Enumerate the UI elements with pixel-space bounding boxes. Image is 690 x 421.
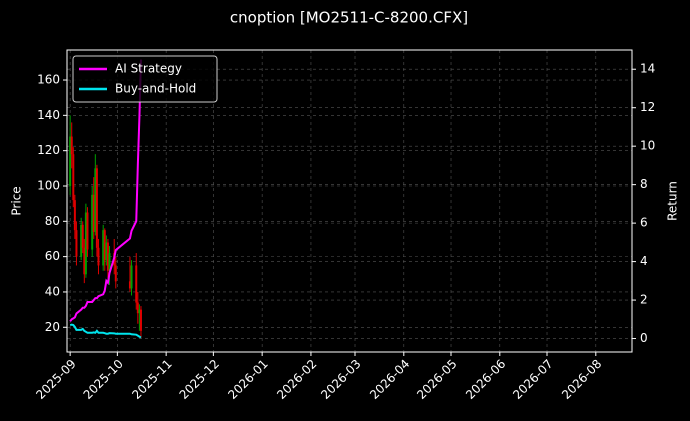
y-tick-label: 20 — [45, 320, 60, 334]
plot-frame — [66, 49, 633, 353]
y-tick-label: 140 — [37, 108, 60, 122]
candle-body — [83, 247, 86, 275]
series-line — [69, 323, 142, 339]
y2-tick-label: 12 — [640, 100, 655, 114]
candle-body — [73, 200, 76, 231]
candle-body — [114, 265, 117, 282]
y-tick-label: 40 — [45, 284, 60, 298]
y2-tick-label: 0 — [640, 331, 648, 345]
y-tick-label: 160 — [37, 73, 60, 87]
y2-tick-label: 4 — [640, 254, 648, 268]
candle-body — [103, 230, 106, 261]
y-tick-label: 100 — [37, 178, 60, 192]
y2-tick-label: 14 — [640, 62, 655, 76]
legend-label: Buy-and-Hold — [115, 82, 196, 96]
candle-body — [80, 224, 83, 257]
candle-body — [75, 230, 78, 257]
candle-body — [92, 194, 95, 232]
candle-body — [108, 253, 111, 271]
candle-body — [105, 242, 108, 261]
candle-body — [70, 136, 73, 155]
candle-body — [128, 281, 131, 289]
series-line — [69, 59, 142, 322]
candle-body — [72, 154, 75, 201]
candle-body — [69, 136, 72, 186]
y-tick-label: 120 — [37, 143, 60, 157]
candle-body — [135, 265, 138, 303]
legend-label: AI Strategy — [115, 62, 182, 76]
candle-body — [97, 247, 100, 266]
y2-tick-label: 8 — [640, 177, 648, 191]
candle-body — [136, 302, 139, 314]
y-tick-label: 80 — [45, 214, 60, 228]
y2-tick-label: 6 — [640, 216, 648, 230]
y-axis-label: Price — [10, 186, 24, 215]
candle-body — [81, 224, 84, 248]
candle-body — [84, 212, 87, 275]
y-tick-label: 60 — [45, 249, 60, 263]
candle-body — [138, 309, 141, 314]
candle-body — [102, 230, 105, 266]
candle-body — [139, 309, 142, 331]
candle-body — [86, 212, 89, 250]
chart-title: cnoption [MO2511-C-8200.CFX] — [230, 9, 468, 27]
legend-box — [72, 55, 218, 103]
candle-body — [91, 194, 94, 250]
candle-body — [95, 168, 98, 248]
candle-body — [94, 168, 97, 232]
candle-body — [106, 242, 109, 271]
candle-body — [130, 265, 133, 289]
y2-tick-label: 2 — [640, 293, 648, 307]
y2-tick-label: 10 — [640, 139, 655, 153]
y2-axis-label: Return — [666, 181, 680, 221]
